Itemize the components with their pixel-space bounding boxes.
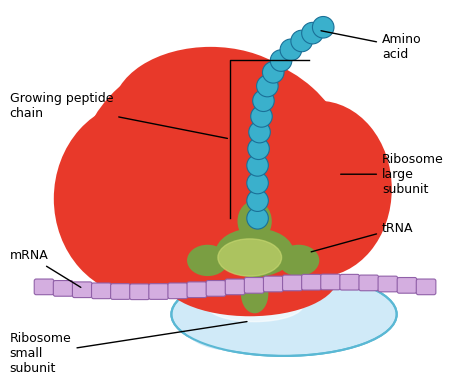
Ellipse shape [162,238,338,316]
Ellipse shape [270,50,292,71]
Text: Ribosome
large
subunit: Ribosome large subunit [341,153,444,196]
Text: Amino
acid: Amino acid [321,31,421,61]
FancyBboxPatch shape [168,283,188,299]
Ellipse shape [206,287,304,322]
Ellipse shape [187,245,228,276]
Ellipse shape [256,75,278,97]
Ellipse shape [291,30,312,52]
Text: Growing peptide
chain: Growing peptide chain [10,92,228,138]
FancyBboxPatch shape [321,274,340,290]
Ellipse shape [280,39,301,61]
FancyBboxPatch shape [73,282,92,298]
FancyBboxPatch shape [130,284,149,300]
Ellipse shape [245,101,392,277]
FancyBboxPatch shape [416,279,436,295]
Ellipse shape [312,16,334,38]
FancyBboxPatch shape [397,278,417,293]
FancyBboxPatch shape [187,282,207,298]
Ellipse shape [248,138,269,159]
FancyBboxPatch shape [91,283,111,299]
Ellipse shape [218,239,282,276]
Ellipse shape [253,90,274,111]
Ellipse shape [241,274,268,313]
Text: mRNA: mRNA [10,249,81,287]
Ellipse shape [278,245,319,276]
FancyBboxPatch shape [283,275,302,291]
Ellipse shape [54,101,230,297]
Ellipse shape [216,228,294,277]
FancyBboxPatch shape [225,279,245,295]
FancyBboxPatch shape [378,276,398,292]
FancyBboxPatch shape [245,278,264,293]
FancyBboxPatch shape [359,275,379,291]
FancyBboxPatch shape [301,274,321,290]
Ellipse shape [247,172,268,194]
FancyBboxPatch shape [206,280,226,296]
FancyBboxPatch shape [110,284,130,300]
Ellipse shape [247,208,268,229]
FancyBboxPatch shape [34,279,54,295]
Ellipse shape [247,155,268,176]
FancyBboxPatch shape [53,280,73,296]
Ellipse shape [249,121,270,143]
Ellipse shape [113,47,309,174]
Ellipse shape [237,201,272,242]
Text: Ribosome
small
subunit: Ribosome small subunit [10,322,247,375]
Ellipse shape [181,292,279,350]
Ellipse shape [78,52,353,297]
Ellipse shape [263,62,284,83]
FancyBboxPatch shape [149,284,168,300]
Ellipse shape [247,190,268,211]
FancyBboxPatch shape [340,274,359,290]
Ellipse shape [251,106,272,127]
Ellipse shape [172,273,397,356]
Ellipse shape [301,22,323,44]
FancyBboxPatch shape [264,276,283,292]
Text: tRNA: tRNA [311,222,413,252]
